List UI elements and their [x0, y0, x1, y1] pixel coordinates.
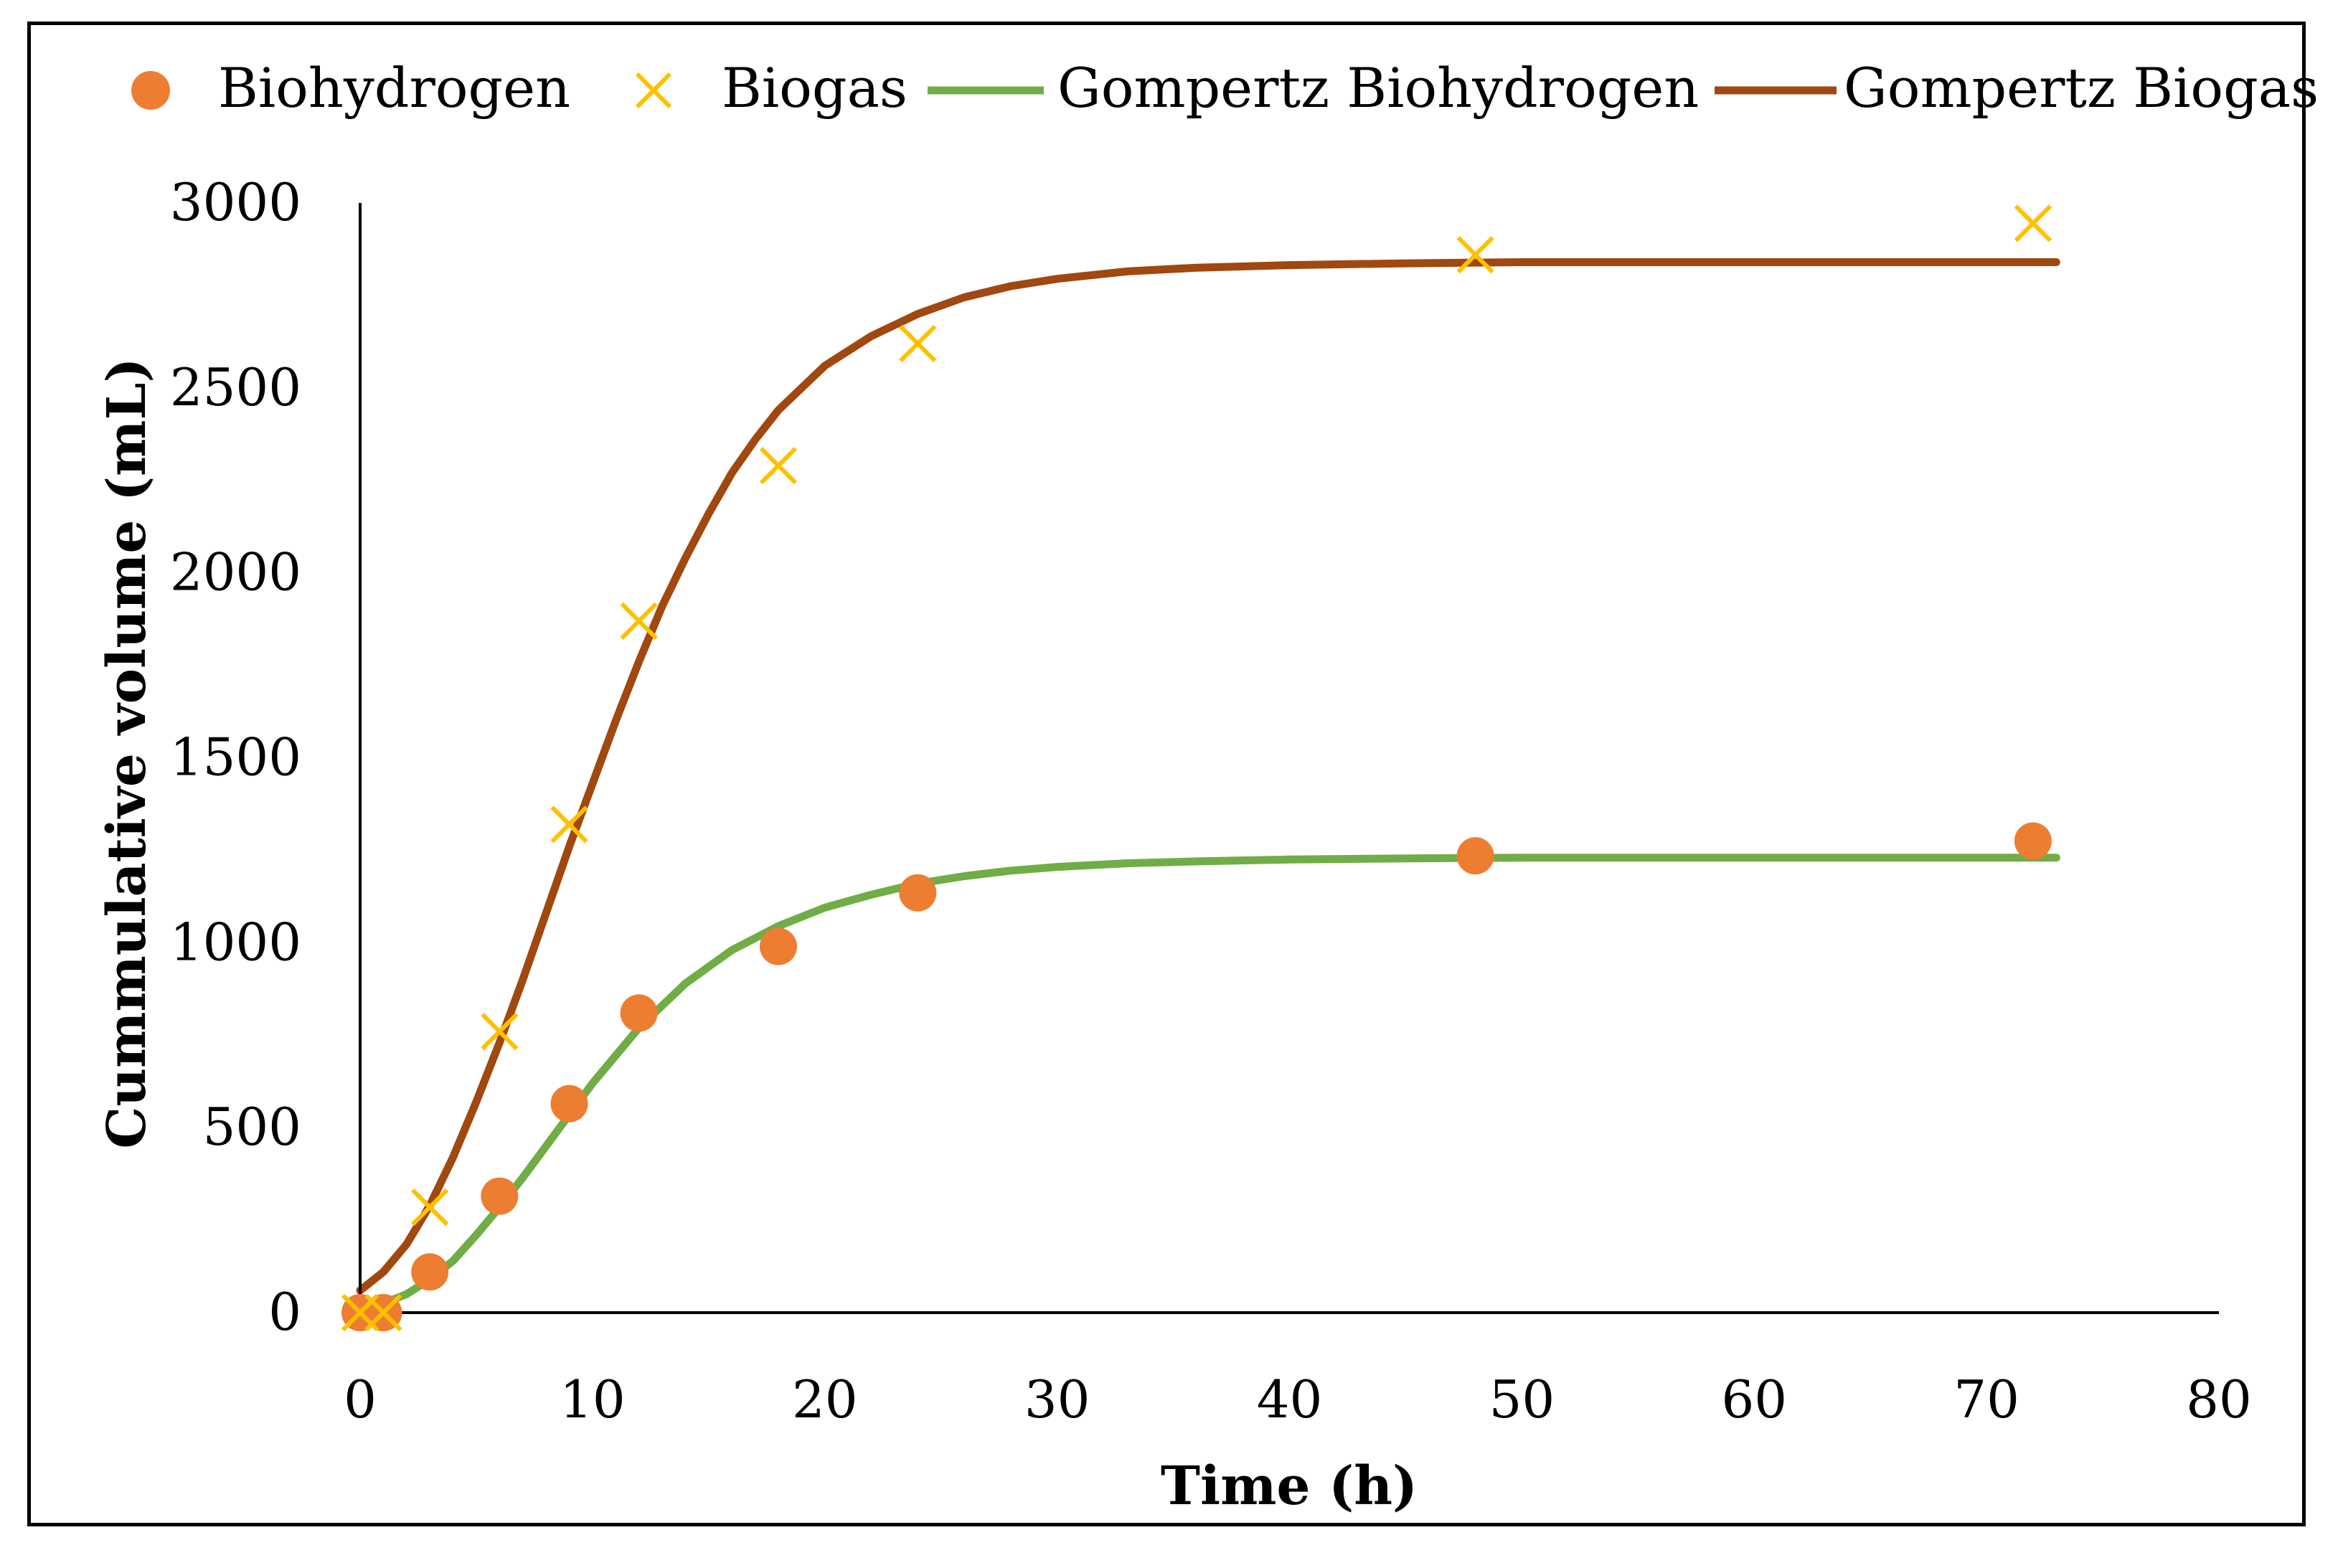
biogas-point: [411, 1188, 449, 1227]
biogas-point: [481, 1012, 519, 1051]
biohydrogen-point: [550, 1085, 588, 1123]
y-tick-label: 500: [203, 1097, 301, 1157]
y-tick-label: 3000: [170, 172, 301, 232]
y-tick-label: 1500: [170, 727, 301, 788]
legend: Biohydrogen Biogas Gompertz Biohydrogen …: [131, 56, 2319, 120]
x-tick-label: 10: [560, 1369, 626, 1430]
biohydrogen-point: [411, 1253, 449, 1291]
biogas-point: [899, 324, 937, 363]
x-tick-label: 50: [1489, 1369, 1555, 1430]
legend-gompertz-biogas-label: Gompertz Biogas: [1844, 56, 2319, 120]
x-tick-label: 70: [1953, 1369, 2019, 1430]
x-tick-label: 60: [1721, 1369, 1787, 1430]
y-tick-label: 2500: [170, 357, 301, 417]
x-tick-label: 30: [1024, 1369, 1090, 1430]
data-points: [341, 204, 2052, 1332]
biogas-point: [620, 602, 658, 640]
gompertz-biohydrogen-line: [356, 854, 2060, 1313]
y-tick-label: 0: [268, 1282, 301, 1342]
biogas-point: [2014, 204, 2052, 242]
y-tick-label: 1000: [170, 912, 301, 972]
biogas-point: [364, 1293, 402, 1332]
legend-biogas-label: Biogas: [722, 56, 908, 120]
gompertz-lines: [356, 258, 2060, 1313]
biohydrogen-point: [899, 874, 937, 912]
chart-frame: [27, 22, 2306, 1526]
y-tick-label: 2000: [170, 542, 301, 603]
axes: [359, 203, 2219, 1314]
legend-gompertz-biohydrogen-label: Gompertz Biohydrogen: [1057, 56, 1699, 120]
biohydrogen-point: [759, 927, 797, 965]
x-tick-label: 20: [792, 1369, 858, 1430]
x-axis-title: Time (h): [1161, 1455, 1418, 1517]
legend-biohydrogen-label: Biohydrogen: [218, 56, 570, 120]
biohydrogen-point: [620, 994, 658, 1032]
biohydrogen-point: [481, 1177, 519, 1215]
biogas-point: [759, 447, 798, 485]
legend-biogas-marker: [635, 72, 672, 109]
x-tick-label: 80: [2186, 1369, 2252, 1430]
legend-biohydrogen-marker: [131, 71, 170, 110]
biogas-point: [550, 806, 588, 844]
y-tick-labels: 0 500 1000 1500 2000 2500 3000: [170, 172, 301, 1342]
x-tick-labels: 0 10 20 30 40 50 60 70 80: [344, 1369, 2252, 1430]
biohydrogen-point: [2014, 822, 2052, 860]
x-tick-label: 0: [344, 1369, 377, 1430]
biogas-point: [1456, 236, 1494, 274]
biohydrogen-point: [1456, 837, 1494, 875]
y-axis-title: Cummulative volume (mL): [96, 357, 158, 1148]
x-tick-label: 40: [1257, 1369, 1323, 1430]
gompertz-biogas-line: [356, 258, 2060, 1295]
